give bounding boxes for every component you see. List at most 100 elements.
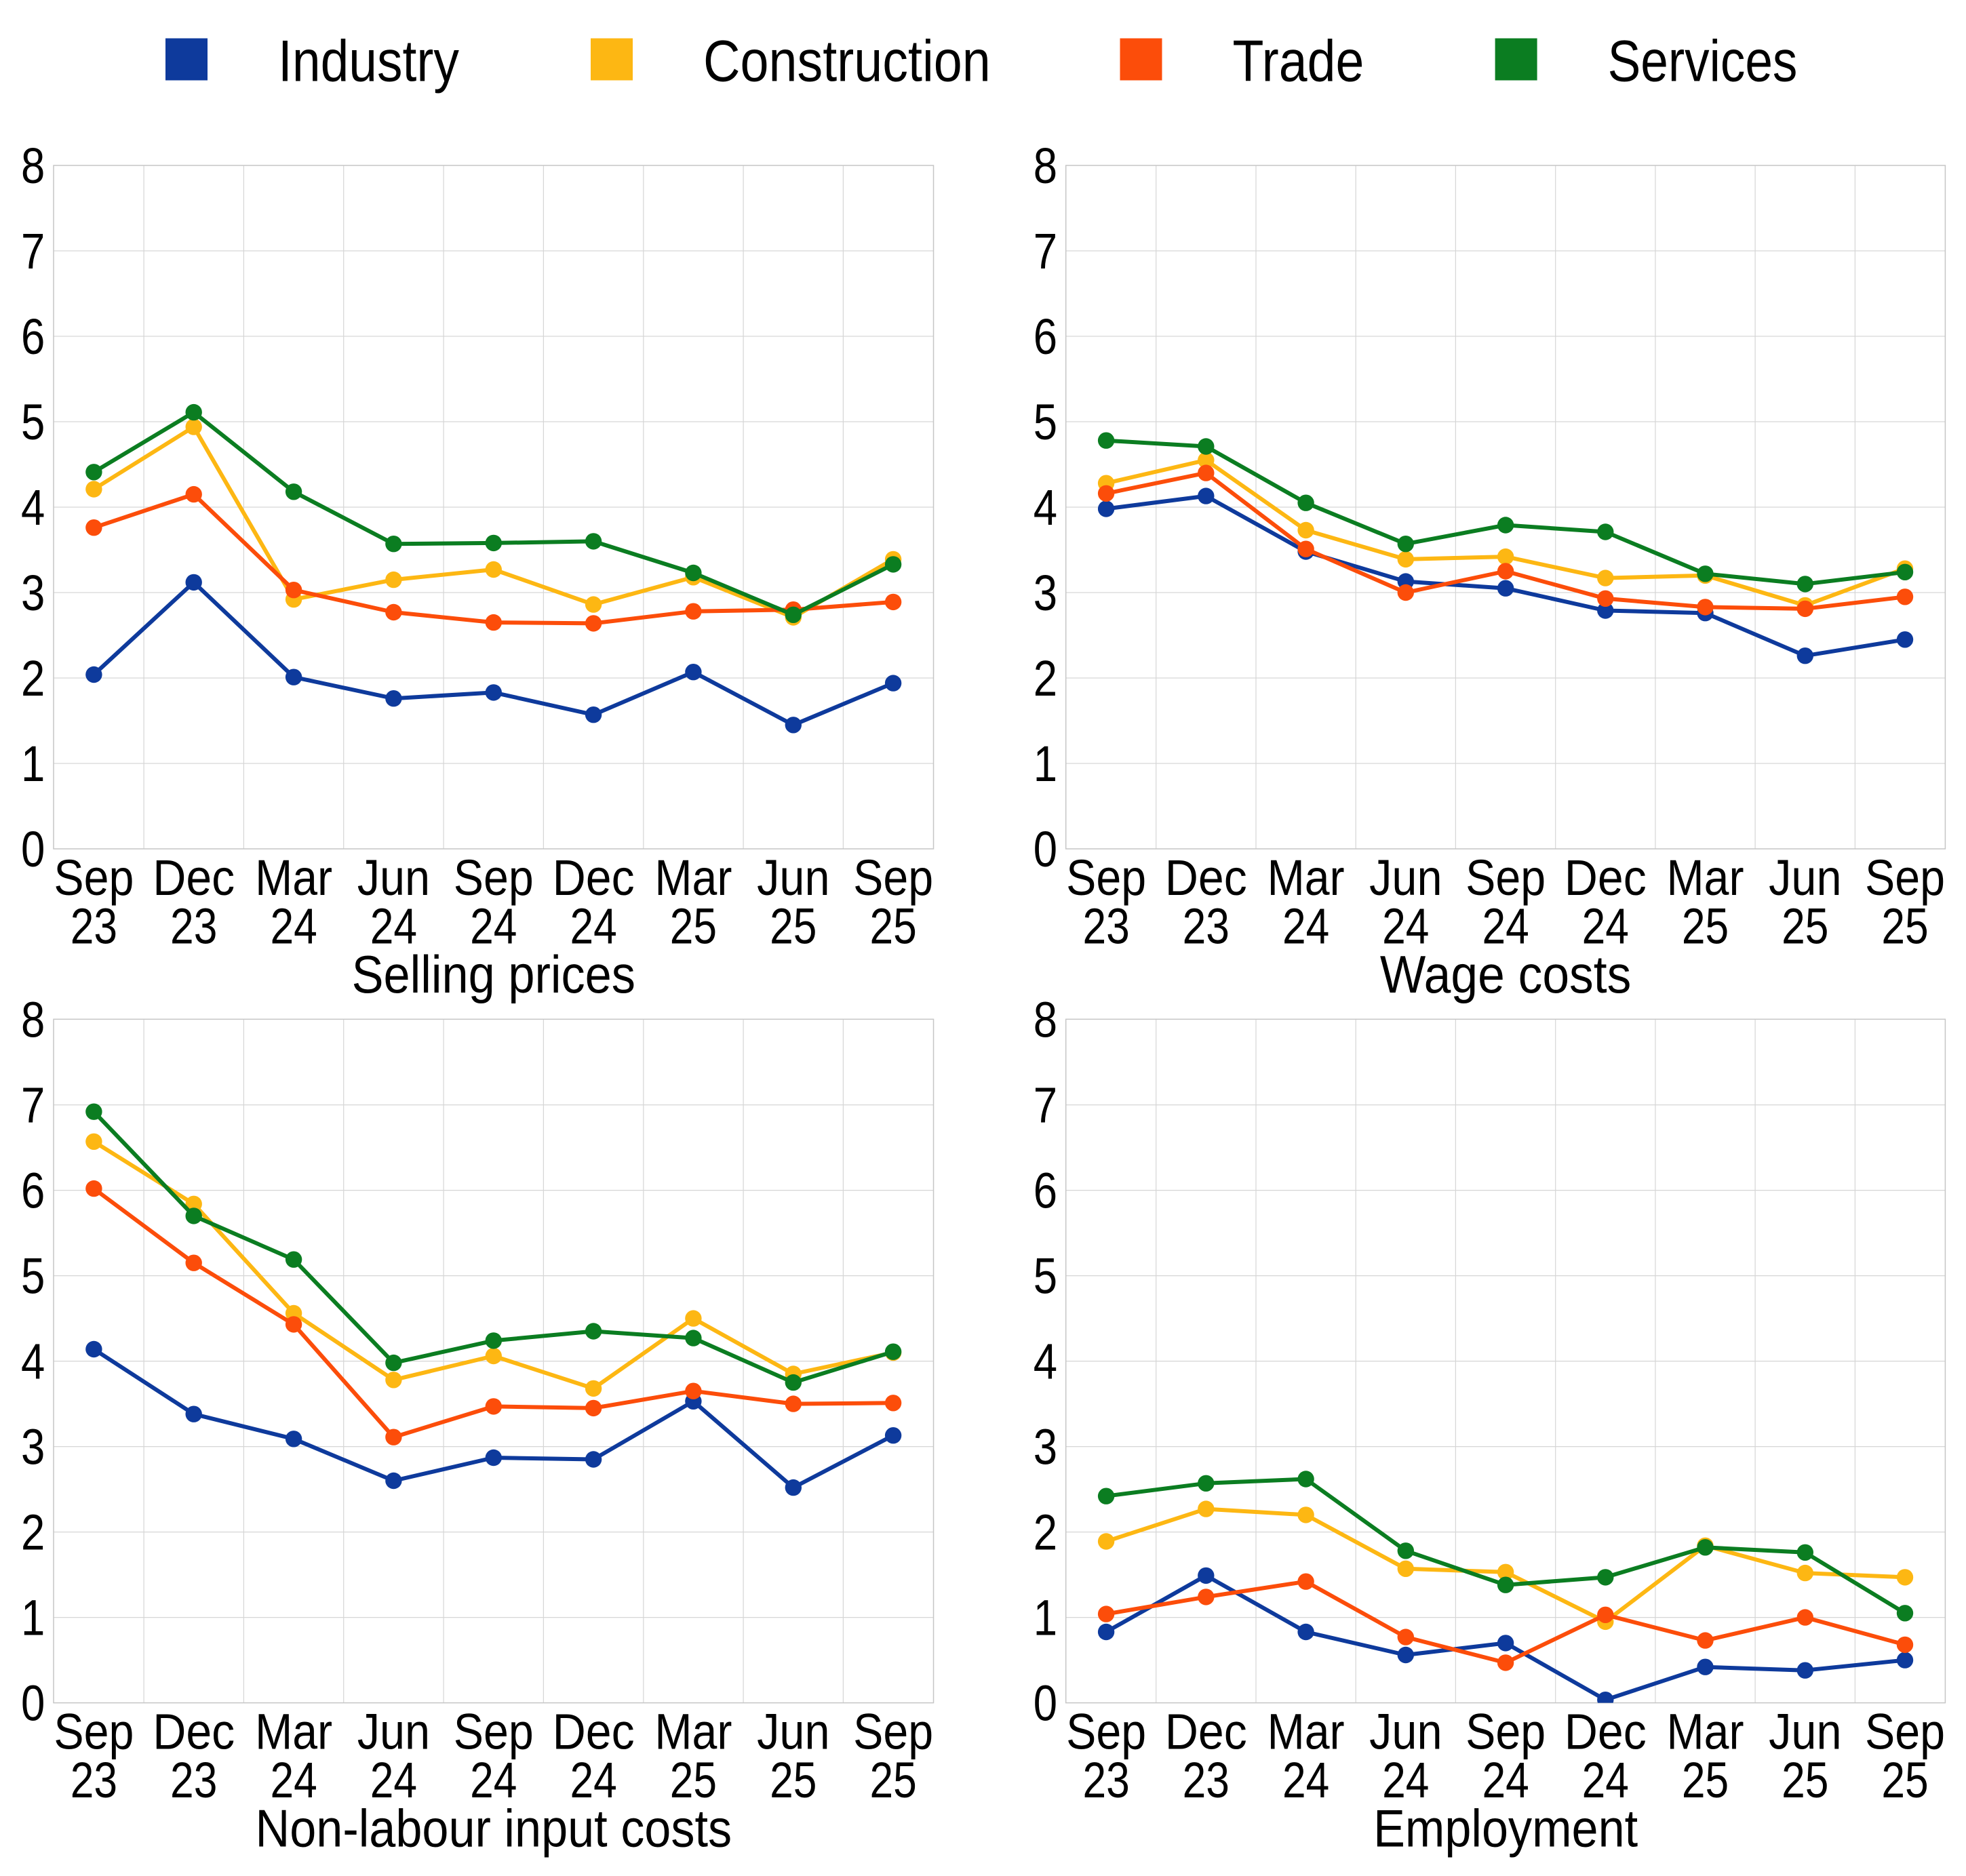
svg-text:Jun: Jun	[757, 850, 829, 906]
svg-text:Wage costs: Wage costs	[1380, 944, 1631, 1004]
svg-text:2: 2	[21, 650, 45, 706]
svg-text:4: 4	[21, 479, 45, 536]
svg-text:7: 7	[1034, 223, 1057, 279]
svg-text:24: 24	[470, 898, 517, 955]
svg-text:6: 6	[21, 308, 45, 365]
svg-text:Employment: Employment	[1373, 1799, 1638, 1858]
svg-text:Sep: Sep	[54, 850, 134, 906]
svg-text:25: 25	[670, 898, 717, 955]
svg-text:2: 2	[1034, 1504, 1057, 1560]
svg-text:1: 1	[1034, 1589, 1057, 1645]
svg-text:3: 3	[21, 565, 45, 621]
svg-text:Sep: Sep	[1066, 850, 1146, 906]
svg-text:Sep: Sep	[454, 850, 534, 906]
svg-text:Sep: Sep	[853, 1703, 933, 1759]
svg-text:5: 5	[1034, 394, 1057, 450]
svg-text:Dec: Dec	[1165, 1703, 1247, 1759]
svg-text:8: 8	[1034, 138, 1057, 194]
svg-text:5: 5	[21, 1248, 45, 1304]
svg-text:24: 24	[270, 898, 317, 955]
svg-text:6: 6	[21, 1162, 45, 1218]
svg-text:24: 24	[1482, 1752, 1529, 1808]
svg-text:3: 3	[21, 1418, 45, 1475]
svg-text:Sep: Sep	[1466, 1703, 1546, 1759]
svg-text:0: 0	[1034, 1675, 1057, 1731]
svg-text:5: 5	[1034, 1248, 1057, 1304]
svg-text:Jun: Jun	[757, 1703, 829, 1759]
svg-text:25: 25	[1682, 1752, 1729, 1808]
svg-text:23: 23	[1183, 1752, 1230, 1808]
svg-text:Jun: Jun	[1369, 1703, 1442, 1759]
svg-text:1: 1	[1034, 736, 1057, 792]
svg-text:25: 25	[869, 1752, 916, 1808]
svg-text:7: 7	[21, 223, 45, 279]
svg-text:Mar: Mar	[255, 1703, 332, 1759]
svg-text:Sep: Sep	[1066, 1703, 1146, 1759]
svg-text:Dec: Dec	[153, 1703, 235, 1759]
svg-text:3: 3	[1034, 1418, 1057, 1475]
svg-text:25: 25	[1881, 898, 1928, 955]
svg-text:4: 4	[21, 1333, 45, 1389]
svg-text:Dec: Dec	[1565, 850, 1647, 906]
svg-text:Mar: Mar	[1267, 850, 1345, 906]
svg-text:0: 0	[21, 821, 45, 877]
svg-text:Sep: Sep	[1865, 850, 1945, 906]
svg-text:25: 25	[770, 898, 817, 955]
svg-text:24: 24	[270, 1752, 317, 1808]
svg-text:23: 23	[1082, 898, 1129, 955]
svg-text:6: 6	[1034, 1162, 1057, 1218]
svg-text:25: 25	[1881, 1752, 1928, 1808]
svg-text:23: 23	[1082, 1752, 1129, 1808]
svg-text:25: 25	[670, 1752, 717, 1808]
svg-text:Sep: Sep	[1865, 1703, 1945, 1759]
svg-text:8: 8	[21, 991, 45, 1047]
svg-text:Mar: Mar	[255, 850, 332, 906]
svg-text:23: 23	[1183, 898, 1230, 955]
svg-text:Jun: Jun	[1769, 1703, 1841, 1759]
svg-text:Industry: Industry	[278, 29, 459, 94]
svg-text:Jun: Jun	[1369, 850, 1442, 906]
svg-text:24: 24	[570, 898, 616, 955]
svg-text:Jun: Jun	[357, 1703, 430, 1759]
svg-text:Jun: Jun	[357, 850, 430, 906]
svg-text:24: 24	[1582, 898, 1629, 955]
svg-text:25: 25	[869, 898, 916, 955]
svg-text:Sep: Sep	[853, 850, 933, 906]
svg-text:24: 24	[1582, 1752, 1629, 1808]
svg-text:0: 0	[1034, 821, 1057, 877]
svg-text:23: 23	[71, 898, 117, 955]
svg-text:Sep: Sep	[1466, 850, 1546, 906]
svg-text:Mar: Mar	[654, 1703, 732, 1759]
svg-text:7: 7	[1034, 1077, 1057, 1133]
svg-text:24: 24	[370, 898, 417, 955]
svg-text:0: 0	[21, 1675, 45, 1731]
svg-text:Services: Services	[1608, 29, 1798, 94]
svg-text:Sep: Sep	[54, 1703, 134, 1759]
svg-text:Selling prices: Selling prices	[352, 944, 635, 1004]
svg-text:Mar: Mar	[654, 850, 732, 906]
svg-text:2: 2	[21, 1504, 45, 1560]
svg-text:24: 24	[1282, 898, 1329, 955]
svg-text:Construction: Construction	[703, 29, 991, 94]
svg-text:Dec: Dec	[153, 850, 235, 906]
svg-text:25: 25	[1782, 898, 1828, 955]
svg-text:Trade: Trade	[1233, 29, 1364, 94]
svg-text:Dec: Dec	[553, 850, 635, 906]
svg-text:Dec: Dec	[553, 1703, 635, 1759]
svg-text:23: 23	[170, 898, 217, 955]
svg-text:Mar: Mar	[1667, 850, 1744, 906]
svg-text:4: 4	[1034, 1333, 1057, 1389]
svg-text:6: 6	[1034, 308, 1057, 365]
svg-text:Non-labour input costs: Non-labour input costs	[256, 1799, 732, 1858]
svg-text:23: 23	[71, 1752, 117, 1808]
svg-text:24: 24	[370, 1752, 417, 1808]
svg-text:Jun: Jun	[1769, 850, 1841, 906]
svg-text:Dec: Dec	[1165, 850, 1247, 906]
svg-text:25: 25	[770, 1752, 817, 1808]
svg-text:8: 8	[21, 138, 45, 194]
svg-text:7: 7	[21, 1077, 45, 1133]
svg-text:24: 24	[1382, 898, 1429, 955]
svg-text:1: 1	[21, 1589, 45, 1645]
svg-text:4: 4	[1034, 479, 1057, 536]
svg-text:25: 25	[1682, 898, 1729, 955]
